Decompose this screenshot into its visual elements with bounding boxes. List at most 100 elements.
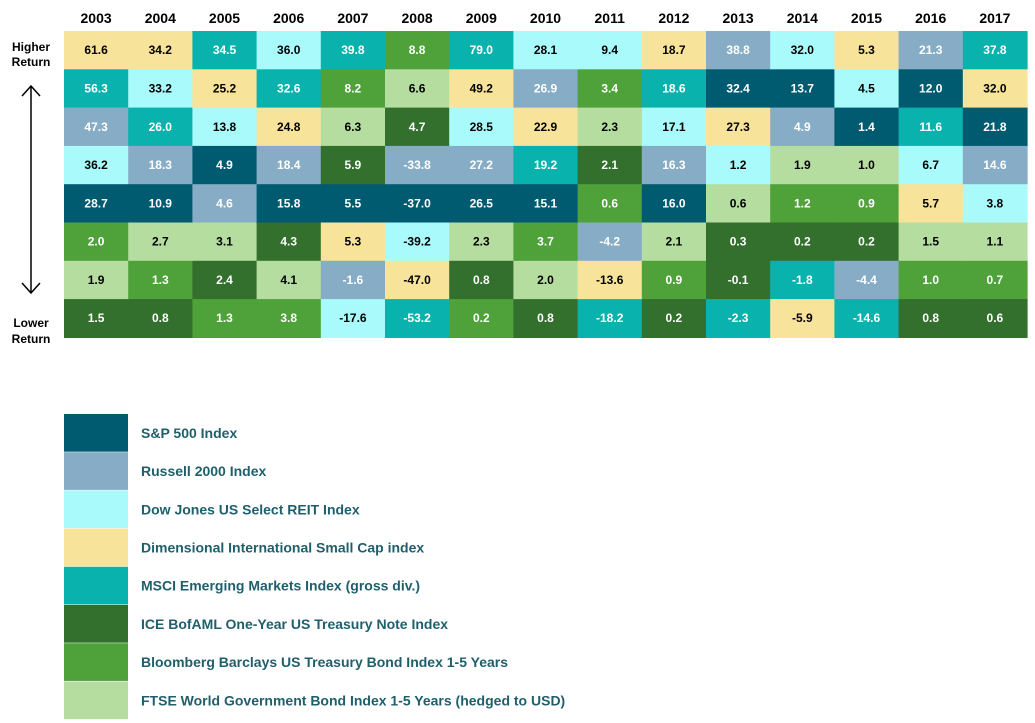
- return-value-label: 2.7: [152, 235, 169, 249]
- return-value-label: 11.6: [919, 120, 942, 134]
- return-cell: [320, 299, 386, 338]
- return-value-label: 2.4: [216, 273, 233, 287]
- return-cell: [706, 31, 771, 70]
- return-cell: [192, 184, 258, 224]
- return-value-label: 4.1: [280, 273, 297, 287]
- return-cell: [256, 222, 322, 262]
- return-value-label: 28.5: [470, 120, 494, 134]
- year-label: 2014: [787, 10, 818, 26]
- return-value-label: 5.5: [345, 196, 362, 210]
- return-value-label: 10.9: [149, 196, 173, 210]
- return-value-label: 1.2: [730, 158, 747, 172]
- return-value-label: 47.3: [84, 120, 108, 134]
- return-cell: [64, 184, 129, 224]
- return-value-label: 33.2: [149, 81, 173, 95]
- year-label: 2004: [145, 10, 176, 26]
- return-cell: [770, 31, 835, 70]
- return-cell: [64, 31, 129, 70]
- return-cell: [449, 299, 514, 338]
- return-value-label: 0.9: [858, 196, 875, 210]
- legend-label: ICE BofAML One-Year US Treasury Note Ind…: [141, 616, 448, 632]
- return-cell: [256, 69, 322, 109]
- return-value-label: 0.8: [537, 311, 554, 325]
- return-cell: [898, 299, 964, 338]
- return-cell: [770, 107, 835, 147]
- return-value-label: 0.6: [601, 196, 618, 210]
- return-cell: [706, 299, 771, 338]
- return-cell: [898, 260, 964, 300]
- return-cell: [256, 260, 322, 300]
- return-cell: [834, 184, 900, 224]
- return-cell: [898, 69, 964, 109]
- return-cell: [385, 222, 450, 262]
- year-label: 2015: [851, 10, 882, 26]
- return-cell: [770, 184, 835, 224]
- return-value-label: 1.9: [88, 273, 105, 287]
- return-value-label: 34.2: [149, 43, 173, 57]
- return-cell: [192, 260, 258, 300]
- return-cell: [320, 184, 386, 224]
- return-value-label: 26.0: [149, 120, 173, 134]
- return-cell: [577, 31, 643, 70]
- return-cell: [641, 31, 707, 70]
- return-cell: [962, 260, 1028, 300]
- return-value-label: 12.0: [919, 81, 943, 95]
- return-cell: [64, 107, 129, 147]
- return-cell: [834, 222, 900, 262]
- return-value-label: -1.8: [792, 273, 813, 287]
- return-cell: [834, 31, 900, 70]
- return-value-label: 8.2: [345, 81, 362, 95]
- return-value-label: 56.3: [84, 81, 108, 95]
- return-value-label: 5.7: [922, 196, 939, 210]
- return-value-label: -18.2: [596, 311, 624, 325]
- return-value-label: 5.3: [858, 43, 875, 57]
- return-value-label: -5.9: [792, 311, 813, 325]
- return-value-label: -37.0: [403, 196, 431, 210]
- return-cell: [577, 299, 643, 338]
- return-value-label: 4.7: [409, 120, 426, 134]
- return-cell: [192, 31, 258, 70]
- return-value-label: 28.1: [534, 43, 558, 57]
- return-value-label: -17.6: [339, 311, 367, 325]
- return-value-label: 9.4: [601, 43, 618, 57]
- return-value-label: 16.3: [662, 158, 686, 172]
- return-value-label: 6.7: [922, 158, 939, 172]
- return-value-label: 34.5: [213, 43, 237, 57]
- return-value-label: 3.8: [987, 196, 1004, 210]
- return-cell: [320, 69, 386, 109]
- return-value-label: 37.8: [983, 43, 1007, 57]
- return-cell: [898, 184, 964, 224]
- return-cell: [385, 31, 450, 70]
- return-cell: [449, 184, 514, 224]
- return-value-label: 0.6: [730, 196, 747, 210]
- return-cell: [192, 107, 258, 147]
- return-cell: [449, 222, 514, 262]
- return-cell: [962, 31, 1028, 70]
- return-value-label: 6.3: [345, 120, 362, 134]
- return-value-label: -1.6: [343, 273, 364, 287]
- return-value-label: 18.3: [149, 158, 173, 172]
- legend-swatch: [64, 566, 128, 605]
- return-cell: [449, 69, 514, 109]
- return-value-label: 1.3: [216, 311, 233, 325]
- return-cell: [128, 299, 193, 338]
- return-value-label: 2.0: [88, 235, 105, 249]
- return-cell: [834, 145, 900, 185]
- return-value-label: 0.6: [987, 311, 1004, 325]
- return-value-label: -39.2: [403, 235, 431, 249]
- return-value-label: 1.4: [858, 120, 875, 134]
- return-value-label: 8.8: [409, 43, 426, 57]
- return-value-label: 2.3: [473, 235, 490, 249]
- return-value-label: 0.7: [987, 273, 1004, 287]
- return-cell: [256, 299, 322, 338]
- return-cell: [385, 260, 450, 300]
- return-value-label: 6.6: [409, 81, 426, 95]
- return-cell: [577, 145, 643, 185]
- return-value-label: 36.2: [84, 158, 108, 172]
- return-value-label: 0.2: [666, 311, 683, 325]
- return-cell: [770, 260, 835, 300]
- return-cell: [449, 145, 514, 185]
- year-label: 2011: [595, 10, 626, 26]
- return-cell: [577, 184, 643, 224]
- return-cell: [834, 107, 900, 147]
